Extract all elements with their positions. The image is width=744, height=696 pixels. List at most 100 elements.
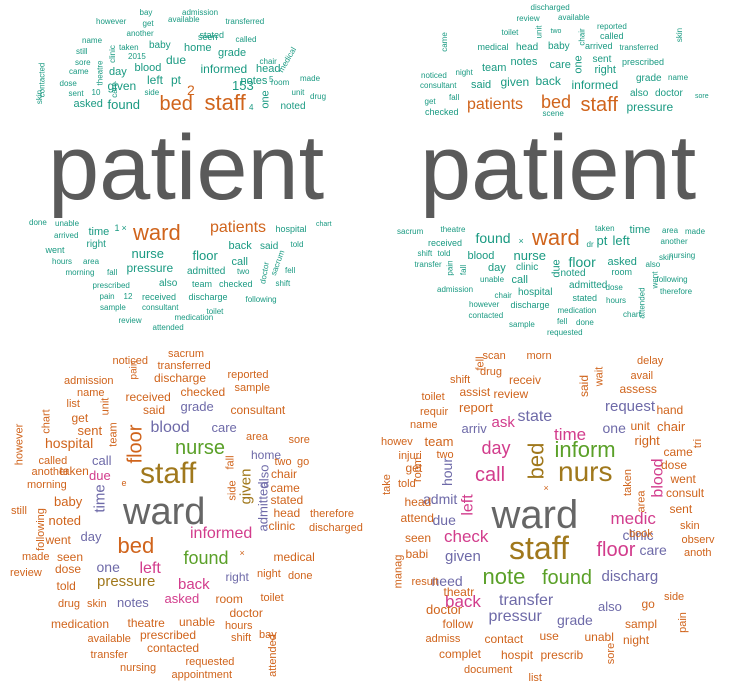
cloud-word: theatre [127, 616, 165, 630]
cloud-word: name [77, 386, 105, 399]
cloud-word: state [517, 408, 553, 425]
cloud-word: side [226, 479, 239, 501]
cloud-word: sent [669, 502, 693, 516]
cloud-word: document [464, 663, 513, 676]
cloud-word: team [424, 433, 454, 449]
cloud-word: said [577, 374, 592, 398]
cloud-word: hand [656, 403, 684, 417]
cloud-word: theatre [440, 225, 466, 234]
cloud-word: taken [595, 224, 615, 233]
cloud-word: bay [259, 628, 277, 641]
cloud-word: need [431, 573, 463, 589]
cloud-word: drug [310, 92, 327, 101]
cloud-word: consultant [230, 403, 286, 417]
cloud-word: found [183, 548, 229, 568]
cloud-word: another [660, 237, 688, 246]
cloud-word: morning [27, 478, 67, 491]
cloud-word: baby [149, 40, 171, 51]
cloud-word: admitted [187, 266, 226, 277]
cloud-word: pain [127, 360, 139, 380]
cloud-word: done [576, 318, 594, 327]
cloud-word: discharged [530, 3, 570, 12]
cloud-word: consult [666, 486, 705, 500]
cloud-word: shift [231, 631, 252, 644]
cloud-word: done [288, 569, 313, 582]
cloud-word: admitted [255, 481, 271, 531]
cloud-word: also [256, 464, 272, 488]
cloud-word: went [45, 533, 71, 547]
cloud-word: chart [623, 310, 641, 319]
cloud-word: consultant [142, 303, 179, 312]
cloud-word: hospital [518, 287, 553, 298]
cloud-word: hospital [45, 435, 94, 451]
cloud-word: given [237, 468, 255, 504]
cloud-word: result [411, 575, 439, 588]
cloud-word: time [91, 483, 109, 513]
cloud-word: bay [139, 8, 153, 17]
cloud-word: contacted [468, 311, 504, 320]
cloud-word: pressure [126, 261, 174, 275]
cloud-word: given [107, 79, 137, 93]
cloud-word: received [125, 390, 171, 404]
cloud-word: unit [630, 419, 650, 433]
cloud-word: called [600, 30, 624, 41]
cloud-word: pressur [488, 608, 542, 625]
cloud-word: skin [680, 519, 700, 532]
cloud-word: came [69, 67, 89, 76]
cloud-word: sample [234, 381, 270, 394]
cloud-word: said [471, 78, 492, 91]
cloud-word: get [405, 461, 423, 475]
cloud-word: came [439, 32, 449, 52]
cloud-word: right [225, 570, 249, 584]
cloud-word: admiss [425, 632, 461, 645]
cloud-word: care [639, 542, 667, 558]
cloud-word: book [629, 527, 653, 540]
cloud-word: skin [675, 27, 685, 43]
cloud-word: medication [174, 313, 214, 322]
cloud-word: went [670, 472, 696, 486]
cloud-word: done [29, 218, 47, 227]
cloud-word: consultant [420, 81, 457, 90]
cloud-word: complet [439, 647, 482, 661]
cloud-word: sample [509, 320, 535, 329]
cloud-word: asked [73, 97, 103, 110]
cloud-word: chart [316, 220, 332, 228]
cloud-word: fell [474, 355, 487, 371]
cloud-word: following [34, 507, 47, 551]
cloud-word: side [144, 88, 160, 97]
cloud-word: checked [425, 106, 459, 117]
cloud-word: medical [273, 550, 315, 564]
cloud-word: admitted [569, 280, 608, 291]
cloud-word: reported [597, 22, 627, 31]
cloud-word: left [459, 494, 477, 516]
cloud-word: transferred [619, 43, 659, 52]
cloud-word: following [245, 295, 277, 304]
cloud-word: right [634, 432, 660, 448]
cloud-word: × [121, 222, 127, 233]
cloud-word: fall [459, 264, 469, 276]
cloud-word: floor [596, 539, 636, 561]
cloud-word: ward [532, 225, 580, 250]
cloud-word: asked [607, 255, 637, 268]
cloud-word: room [215, 592, 243, 606]
cloud-word: bed [159, 93, 193, 115]
cloud-word: sent [77, 422, 103, 438]
cloud-word: one [96, 559, 120, 575]
cloud-word: observ [681, 533, 715, 546]
cloud-word: medical [477, 41, 509, 52]
cloud-word: nursing [669, 251, 696, 260]
cloud-word: time [554, 424, 587, 444]
cloud-word: dr [586, 240, 594, 249]
cloud-word: fall [107, 268, 118, 277]
cloud-word: skin [87, 597, 107, 610]
cloud-word: attend [400, 511, 434, 525]
cloud-word: 5 [269, 75, 274, 84]
cloud-word: received [142, 291, 177, 302]
cloud-word: assist [459, 385, 491, 399]
cloud-word: following [656, 275, 688, 284]
cloud-word: list [66, 397, 80, 410]
cloud-word: came [270, 481, 300, 495]
cloud-word: nurse [131, 245, 165, 261]
cloud-word: go [641, 597, 655, 611]
cloud-word: sore [604, 642, 617, 664]
